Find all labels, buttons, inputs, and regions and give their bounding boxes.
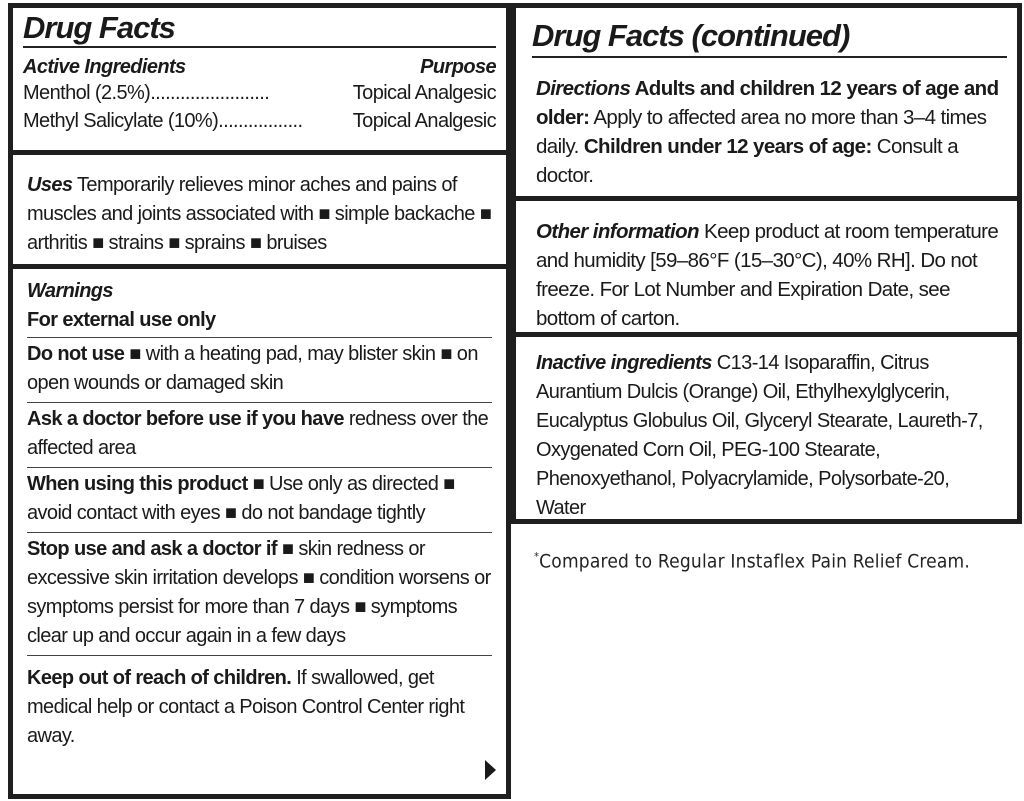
active-ingredients-heading: Active Ingredients bbox=[23, 56, 186, 78]
warning-item: Do not use ■ with a heating pad, may bli… bbox=[27, 337, 492, 402]
leader-dots: ........................ bbox=[150, 82, 270, 104]
ingredient-purpose: Topical Analgesic bbox=[352, 110, 497, 132]
warning-text: redness over the affected area bbox=[27, 408, 489, 459]
continued-title-section: Drug Facts (continued) Directions Adults… bbox=[516, 8, 1017, 198]
directions-text: Directions Adults and children 12 years … bbox=[532, 74, 1007, 190]
inactive-heading: Inactive ingredients bbox=[536, 352, 712, 374]
footnote-mark: * bbox=[534, 550, 540, 563]
footnote: *Compared to Regular Instaflex Pain Reli… bbox=[534, 550, 970, 572]
drug-facts-panel: Drug Facts Active Ingredients Purpose Me… bbox=[8, 3, 511, 799]
warning-text: If swallowed, get medical help or contac… bbox=[27, 667, 465, 747]
title-rule bbox=[532, 56, 1007, 58]
ingredient-row: Menthol (2.5%)........................ T… bbox=[23, 80, 497, 107]
warning-item: Ask a doctor before use if you have redn… bbox=[27, 402, 492, 467]
uses-heading: Uses bbox=[27, 174, 73, 196]
ingredient-name: Methyl Salicylate (10%) bbox=[23, 110, 219, 132]
other-info-heading: Other information bbox=[536, 220, 700, 243]
ingredient-name: Menthol (2.5%) bbox=[23, 82, 151, 104]
warnings-heading: Warnings bbox=[27, 280, 114, 302]
other-info-text: Keep product at room temperature and hum… bbox=[536, 220, 999, 330]
panel-title: Drug Facts (continued) bbox=[532, 18, 850, 53]
directions-text-part: Apply to affected area no more than 3–4 … bbox=[536, 106, 987, 158]
drug-facts-continued-panel: Drug Facts (continued) Directions Adults… bbox=[511, 3, 1022, 524]
uses-text: Temporarily relieves minor aches and pai… bbox=[27, 174, 492, 254]
warning-item: Stop use and ask a doctor if ■ skin redn… bbox=[27, 532, 492, 655]
panel-title: Drug Facts bbox=[23, 10, 176, 45]
warnings-section: Warnings For external use only Do not us… bbox=[13, 264, 506, 794]
warning-item: Keep out of reach of children. If swallo… bbox=[27, 655, 492, 755]
directions-text-part: Consult a doctor. bbox=[536, 135, 959, 187]
warning-text: ■ skin redness or excessive skin irritat… bbox=[27, 538, 491, 647]
inactive-ingredients-section: Inactive ingredients C13-14 Isoparaffin,… bbox=[516, 332, 1017, 519]
directions-heading: Directions bbox=[536, 77, 631, 100]
warning-text: ■ with a heating pad, may blister skin ■… bbox=[27, 343, 478, 394]
warning-label: Ask a doctor before use if you have bbox=[27, 408, 344, 430]
directions-bold: Children under 12 years of age: bbox=[583, 135, 872, 158]
warning-label: When using this product bbox=[27, 473, 248, 495]
warning-label: Keep out of reach of children. bbox=[27, 667, 292, 689]
directions-bold: Adults and children 12 years of age and … bbox=[536, 77, 999, 129]
external-use-note: For external use only bbox=[27, 309, 216, 331]
footnote-text: Compared to Regular Instaflex Pain Relie… bbox=[539, 550, 971, 573]
title-section: Drug Facts Active Ingredients Purpose Me… bbox=[13, 8, 506, 153]
title-rule bbox=[23, 46, 496, 48]
purpose-heading: Purpose bbox=[420, 56, 496, 78]
warning-label: Do not use bbox=[27, 343, 125, 365]
triangle-right-icon bbox=[485, 760, 496, 780]
inactive-text: C13-14 Isoparaffin, Citrus Aurantium Dul… bbox=[536, 352, 983, 519]
uses-section: Uses Temporarily relieves minor aches an… bbox=[13, 150, 506, 268]
other-information-section: Other information Keep product at room t… bbox=[516, 196, 1017, 336]
leader-dots: ................. bbox=[218, 110, 303, 132]
ingredient-purpose: Topical Analgesic bbox=[352, 82, 497, 104]
warning-label: Stop use and ask a doctor if bbox=[27, 538, 278, 560]
warning-text: ■ Use only as directed ■ avoid contact w… bbox=[27, 473, 455, 524]
ingredient-row: Methyl Salicylate (10%).................… bbox=[23, 107, 497, 136]
warning-item: When using this product ■ Use only as di… bbox=[27, 467, 492, 532]
active-header-row: Active Ingredients Purpose bbox=[23, 54, 497, 80]
